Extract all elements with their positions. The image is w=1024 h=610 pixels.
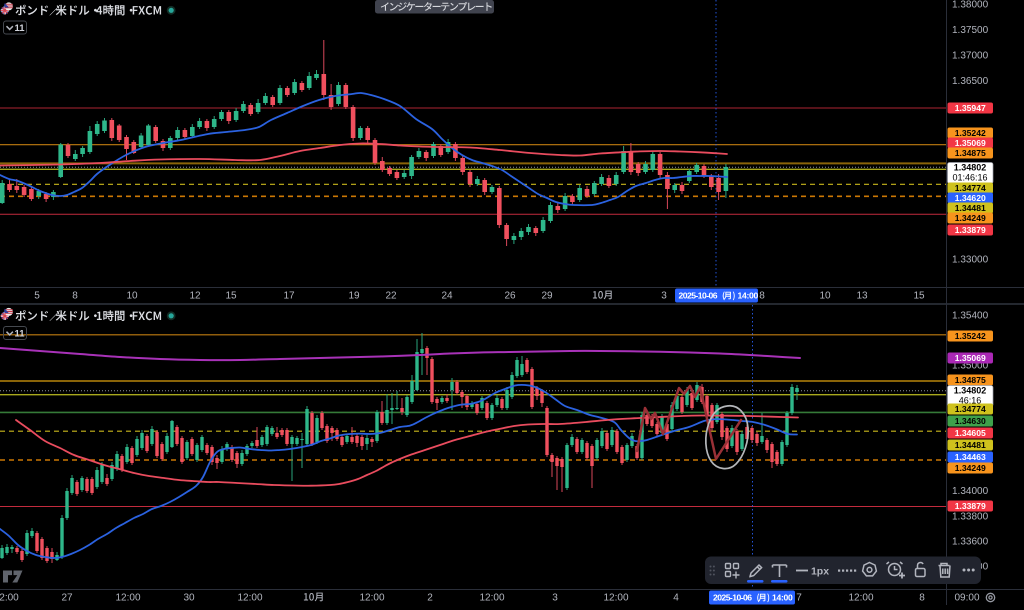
svg-text:1.33879: 1.33879: [955, 501, 986, 511]
svg-text:15: 15: [913, 291, 925, 302]
svg-text:22: 22: [385, 291, 397, 302]
svg-text:1.34463: 1.34463: [955, 452, 986, 462]
svg-text:4: 4: [673, 593, 679, 604]
svg-text:1px: 1px: [811, 566, 829, 578]
svg-text:1.36500: 1.36500: [952, 76, 989, 87]
svg-text:8: 8: [759, 291, 765, 302]
svg-text:11: 11: [14, 329, 25, 340]
svg-text:1.35242: 1.35242: [955, 128, 986, 138]
svg-text:8: 8: [919, 593, 925, 604]
svg-text:12:00: 12:00: [237, 593, 262, 604]
svg-text:12:00: 12:00: [848, 593, 873, 604]
svg-text:24: 24: [441, 291, 453, 302]
svg-text:12: 12: [189, 291, 201, 302]
svg-text:1.34620: 1.34620: [955, 193, 986, 203]
svg-text:11: 11: [14, 23, 25, 34]
svg-text:1.35400: 1.35400: [952, 311, 989, 322]
svg-text:12:00: 12:00: [603, 593, 628, 604]
svg-text:1.37500: 1.37500: [952, 25, 989, 36]
svg-text:1.37000: 1.37000: [952, 51, 989, 62]
svg-text:1.33800: 1.33800: [952, 511, 989, 522]
svg-text:7: 7: [796, 593, 802, 604]
svg-text:1.33000: 1.33000: [952, 255, 989, 266]
svg-text:17: 17: [283, 291, 295, 302]
svg-text:09:00: 09:00: [954, 593, 979, 604]
svg-text:1.35069: 1.35069: [955, 138, 986, 148]
svg-text:1.33879: 1.33879: [955, 225, 986, 235]
svg-text:12:00: 12:00: [115, 593, 140, 604]
svg-text:30: 30: [183, 593, 195, 604]
svg-text:1.34000: 1.34000: [952, 486, 989, 497]
svg-text:1.34875: 1.34875: [955, 148, 986, 158]
svg-text:01:46:16: 01:46:16: [952, 173, 987, 183]
svg-text:27: 27: [61, 593, 73, 604]
svg-text:1.38000: 1.38000: [952, 0, 989, 11]
svg-text:3: 3: [552, 593, 558, 604]
svg-text:1.34481: 1.34481: [955, 203, 986, 213]
svg-text:1.35069: 1.35069: [955, 353, 986, 363]
svg-text:12:00: 12:00: [479, 593, 504, 604]
svg-text:12:00: 12:00: [359, 593, 384, 604]
svg-text:2025-10-06: 2025-10-06: [713, 593, 752, 603]
svg-text:14:00: 14:00: [772, 593, 793, 603]
svg-text:1.35947: 1.35947: [955, 103, 986, 113]
svg-text:1.34249: 1.34249: [955, 463, 986, 473]
svg-text:29: 29: [541, 291, 553, 302]
svg-text:1.34605: 1.34605: [955, 428, 986, 438]
svg-text:1.34481: 1.34481: [955, 440, 986, 450]
svg-text:8: 8: [72, 291, 78, 302]
svg-text:3: 3: [661, 291, 667, 302]
svg-text:26: 26: [504, 291, 516, 302]
svg-text:1.34875: 1.34875: [955, 375, 986, 385]
svg-text:46:16: 46:16: [959, 396, 982, 406]
svg-text:19: 19: [348, 291, 360, 302]
svg-text:13: 13: [856, 291, 868, 302]
svg-text:10: 10: [126, 291, 138, 302]
svg-text:1.34802: 1.34802: [954, 386, 987, 396]
svg-text:1.33600: 1.33600: [952, 536, 989, 547]
svg-text:15: 15: [225, 291, 237, 302]
svg-text:1.34630: 1.34630: [955, 416, 986, 426]
svg-text:5: 5: [34, 291, 40, 302]
svg-text:1.34249: 1.34249: [955, 213, 986, 223]
svg-text:1.34802: 1.34802: [954, 163, 987, 173]
svg-text:1.35242: 1.35242: [955, 331, 986, 341]
svg-text:10: 10: [819, 291, 831, 302]
svg-text:2: 2: [427, 593, 433, 604]
svg-text:14:00: 14:00: [738, 291, 759, 301]
svg-text:1.34774: 1.34774: [955, 183, 986, 193]
svg-text:1.34774: 1.34774: [955, 404, 986, 414]
svg-text:2:00: 2:00: [0, 593, 19, 604]
svg-text:2025-10-06: 2025-10-06: [679, 291, 718, 301]
svg-text:1.35000: 1.35000: [952, 361, 989, 372]
